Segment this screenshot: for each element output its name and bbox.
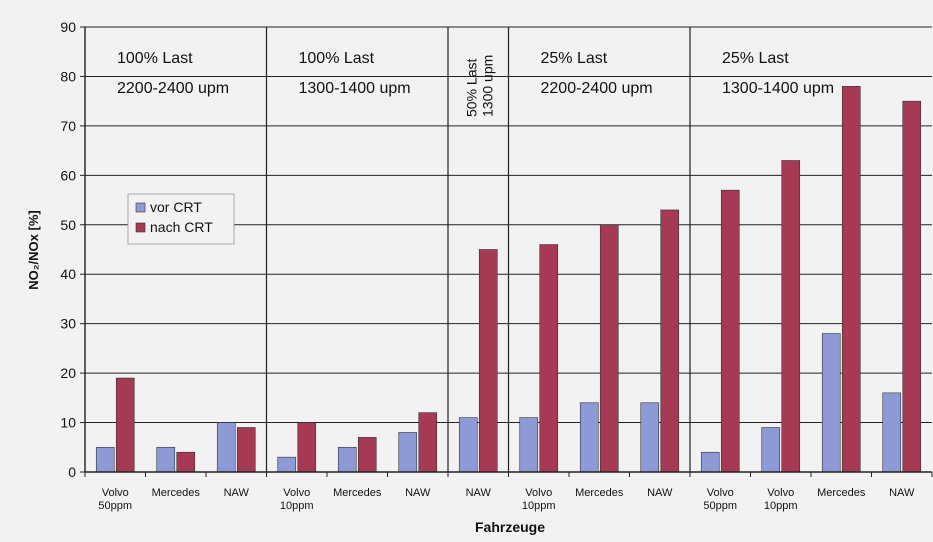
y-tick-label: 80 [60,68,76,84]
y-tick-label: 50 [60,217,76,233]
x-tick-label: NAW [405,487,431,499]
bar-nach-crt [781,160,801,473]
group-label-line: 2200-2400 upm [541,80,653,97]
bar-vor-crt [761,427,781,473]
x-tick-label: 10ppm [522,500,556,512]
bar-vor-crt [216,422,236,473]
bar-vor-crt [277,456,297,473]
y-axis-title: NO₂/NOx [%] [26,210,41,289]
x-tick-label: Mercedes [333,487,382,499]
bar-nach-crt [902,100,922,473]
bar-nach-crt [599,224,619,473]
x-tick-label: NAW [466,487,492,499]
y-tick-label: 10 [60,415,76,431]
x-tick-label: 50ppm [703,500,737,512]
y-tick-label: 30 [60,316,76,332]
group-label-line: 1300-1400 upm [299,80,411,97]
x-tick-label: Volvo [525,487,552,499]
group-label-line: 1300 upm [479,55,495,117]
x-tick-label: Volvo [707,487,734,499]
bar-vor-crt [458,417,478,473]
x-tick-label: Volvo [283,487,310,499]
bar-vor-crt [579,402,599,473]
x-tick-label: 10ppm [280,500,314,512]
bar-vor-crt [700,451,720,473]
bar-nach-crt [357,437,377,473]
x-tick-label: Mercedes [817,487,866,499]
legend-box [127,193,235,245]
bar-nach-crt [297,422,317,473]
axes [84,27,932,473]
y-axis-ticks: 0 10 20 30 40 50 60 70 80 90 [60,19,85,480]
x-tick-label: NAW [889,487,915,499]
y-tick-label: 0 [68,464,76,480]
group-label-line: 100% Last [299,50,375,67]
x-tick-label: NAW [647,487,673,499]
x-tick-label: 10ppm [764,500,798,512]
legend-label: nach CRT [150,219,213,235]
x-tick-label: NAW [224,487,250,499]
legend-swatch [135,222,146,233]
bar-nach-crt [418,412,438,473]
bar-nach-crt [660,209,680,473]
bar-vor-crt [156,446,176,473]
bar-vor-crt [337,446,357,473]
group-label-line: 25% Last [722,50,789,67]
bar-vor-crt [882,392,902,473]
group-label-line: 100% Last [117,50,193,67]
legend-label: vor CRT [150,199,202,215]
bar-nach-crt [720,189,740,473]
x-tick-label: Volvo [767,487,794,499]
y-tick-label: 60 [60,167,76,183]
group-label-line: 1300-1400 upm [722,80,834,97]
x-axis-title: Fahrzeuge [475,519,545,535]
bars [95,86,922,473]
bar-vor-crt [95,446,115,473]
x-tick-label: 50ppm [98,500,132,512]
bar-nach-crt [478,249,498,473]
y-tick-label: 40 [60,266,76,282]
y-tick-label: 70 [60,118,76,134]
bar-nach-crt [236,427,256,473]
x-tick-label: Volvo [102,487,129,499]
group-dividers: 100% Last 2200-2400 upm 100% Last 1300-1400… [117,27,834,472]
group-label-line: 50% Last [463,59,479,117]
legend-swatch [135,202,146,213]
x-tick-label: Mercedes [152,487,201,499]
bar-vor-crt [821,333,841,473]
y-tick-label: 20 [60,365,76,381]
bar-nach-crt [539,244,559,473]
bar-nach-crt [176,451,196,473]
bar-vor-crt [519,417,539,473]
y-tick-label: 90 [60,19,76,35]
group-label-line: 2200-2400 upm [117,80,229,97]
bar-nach-crt [841,86,861,473]
group-label-line: 25% Last [541,50,608,67]
bar-vor-crt [640,402,660,473]
legend: vor CRT nach CRT [127,193,235,245]
bar-nach-crt [115,377,135,473]
x-tick-label: Mercedes [575,487,624,499]
bar-vor-crt [398,432,418,473]
